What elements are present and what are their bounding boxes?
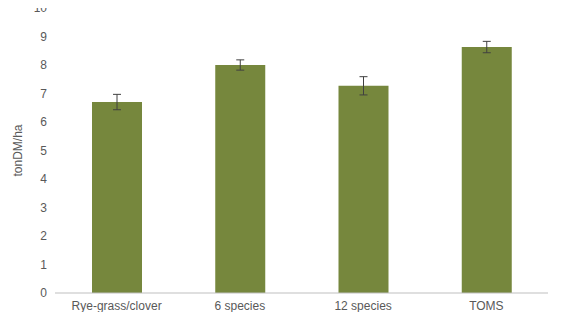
svg-text:9: 9 xyxy=(40,30,47,44)
svg-text:2: 2 xyxy=(40,229,47,243)
svg-text:10: 10 xyxy=(34,8,48,15)
svg-text:tonDM/ha: tonDM/ha xyxy=(11,124,25,176)
svg-text:6 species: 6 species xyxy=(215,299,266,312)
svg-text:3: 3 xyxy=(40,201,47,215)
svg-text:7: 7 xyxy=(40,87,47,101)
svg-text:5: 5 xyxy=(40,144,47,158)
svg-text:0: 0 xyxy=(40,286,47,300)
svg-text:6: 6 xyxy=(40,115,47,129)
svg-text:1: 1 xyxy=(40,258,47,272)
svg-text:12 species: 12 species xyxy=(334,299,391,312)
svg-text:TOMS: TOMS xyxy=(469,299,503,312)
svg-text:4: 4 xyxy=(40,172,47,186)
svg-text:8: 8 xyxy=(40,58,47,72)
svg-text:Rye-grass/clover: Rye-grass/clover xyxy=(72,299,162,312)
